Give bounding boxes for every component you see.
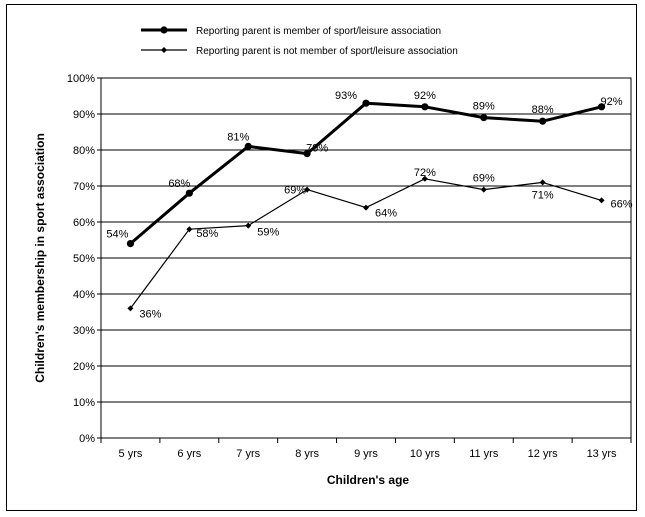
data-label: 54% <box>106 229 128 241</box>
x-tick-label: 11 yrs <box>469 448 499 460</box>
data-point <box>185 189 193 197</box>
data-point <box>127 305 134 312</box>
data-label: 58% <box>196 228 218 240</box>
data-label: 68% <box>168 178 190 190</box>
y-tick-label: 80% <box>73 145 95 157</box>
data-label: 79% <box>306 143 328 155</box>
legend-label: Reporting parent is member of sport/leis… <box>196 26 441 37</box>
x-tick-label: 13 yrs <box>587 448 617 460</box>
data-point <box>598 197 605 204</box>
x-tick-label: 12 yrs <box>528 448 558 460</box>
data-label: 69% <box>284 185 306 197</box>
x-tick-label: 8 yrs <box>295 448 319 460</box>
series-layer <box>126 99 606 312</box>
data-label: 89% <box>473 101 495 113</box>
data-point <box>303 150 311 158</box>
series-line-1 <box>129 101 602 245</box>
y-axis-title: Children's membership in sport associati… <box>33 133 47 383</box>
data-point <box>363 204 369 211</box>
x-tick-label: 6 yrs <box>177 448 201 460</box>
x-tick-label: 10 yrs <box>410 448 440 460</box>
y-tick-label: 0% <box>79 433 95 445</box>
x-axis-title: Children's age <box>327 473 410 487</box>
data-label: 81% <box>227 131 249 143</box>
legend: Reporting parent is member of sport/leis… <box>141 26 458 57</box>
data-label: 93% <box>335 90 357 102</box>
y-tick-label: 90% <box>73 109 95 121</box>
data-point <box>597 103 606 111</box>
data-point <box>539 117 547 125</box>
data-label: 71% <box>532 189 554 201</box>
data-label: 59% <box>257 227 279 239</box>
data-label: 88% <box>532 104 554 116</box>
y-tick-label: 70% <box>73 181 95 193</box>
data-point <box>480 186 487 193</box>
data-label: 69% <box>473 173 495 185</box>
plot-area <box>100 77 632 439</box>
data-point <box>362 99 370 107</box>
x-tick-label: 7 yrs <box>236 448 260 460</box>
legend-marker <box>161 47 167 53</box>
data-label: 64% <box>375 208 397 220</box>
data-point <box>126 240 135 248</box>
y-tick-label: 100% <box>67 73 95 85</box>
x-tick-label: 9 yrs <box>354 448 378 460</box>
data-label: 36% <box>139 308 161 320</box>
data-label: 72% <box>414 167 436 179</box>
data-label: 66% <box>611 198 633 210</box>
y-tick-label: 40% <box>73 289 95 301</box>
y-tick-label: 20% <box>73 361 95 373</box>
data-point <box>186 226 193 233</box>
x-axis-ticks: 5 yrs 6 yrs 7 yrs 8 yrs 9 yrs 10 yrs 11 yrs 12 … <box>100 438 632 460</box>
y-axis-ticks: 0% 10% 20% 30% 40% 50% 60% 70% 80% 90% 100% <box>67 73 101 445</box>
y-tick-label: 10% <box>73 397 95 409</box>
data-point <box>304 186 311 193</box>
data-label: 92% <box>414 90 436 102</box>
x-tick-label: 5 yrs <box>119 448 143 460</box>
data-point <box>244 142 252 150</box>
y-tick-label: 60% <box>73 217 95 229</box>
data-point <box>480 114 488 122</box>
y-tick-label: 50% <box>73 253 95 265</box>
data-labels: 54% 68% 81% 79% 93% 92% 89% 88% 92% 36% 58% 59% 69% 6… <box>106 90 632 321</box>
data-point <box>245 222 252 229</box>
data-point <box>421 103 429 111</box>
y-tick-label: 30% <box>73 325 95 337</box>
data-point <box>539 179 546 186</box>
data-label: 92% <box>601 96 623 108</box>
legend-label: Reporting parent is not member of sport/… <box>196 46 458 57</box>
data-point <box>421 175 428 182</box>
legend-marker <box>160 26 168 34</box>
